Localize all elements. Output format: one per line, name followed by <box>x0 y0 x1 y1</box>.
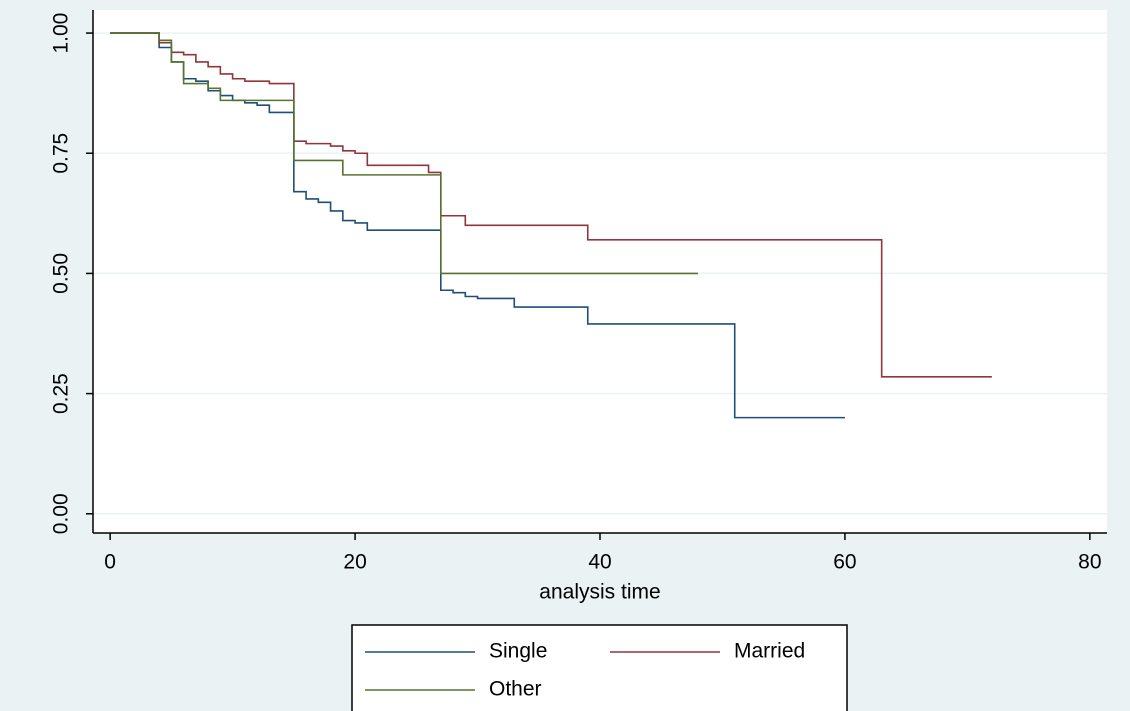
y-tick-label: 0.00 <box>50 493 73 534</box>
x-axis-label: analysis time <box>539 581 660 604</box>
legend-label: Other <box>489 678 542 701</box>
series-line <box>110 32 845 419</box>
x-tick-label: 20 <box>343 551 366 574</box>
legend-box <box>351 624 848 711</box>
series-line <box>110 32 992 378</box>
x-tick-label: 80 <box>1078 551 1101 574</box>
y-tick-label: 0.25 <box>50 373 73 414</box>
legend: Single Married Other <box>351 624 848 711</box>
legend-label: Married <box>734 640 805 663</box>
y-tick-label: 1.00 <box>50 13 73 54</box>
y-tick-label: 0.75 <box>50 133 73 174</box>
x-tick-label: 0 <box>104 551 116 574</box>
y-tick-label: 0.50 <box>50 253 73 294</box>
x-tick-label: 40 <box>588 551 611 574</box>
plot-area <box>93 10 1107 533</box>
x-tick-label: 60 <box>833 551 856 574</box>
series-line <box>110 32 698 275</box>
legend-label: Single <box>489 640 547 663</box>
